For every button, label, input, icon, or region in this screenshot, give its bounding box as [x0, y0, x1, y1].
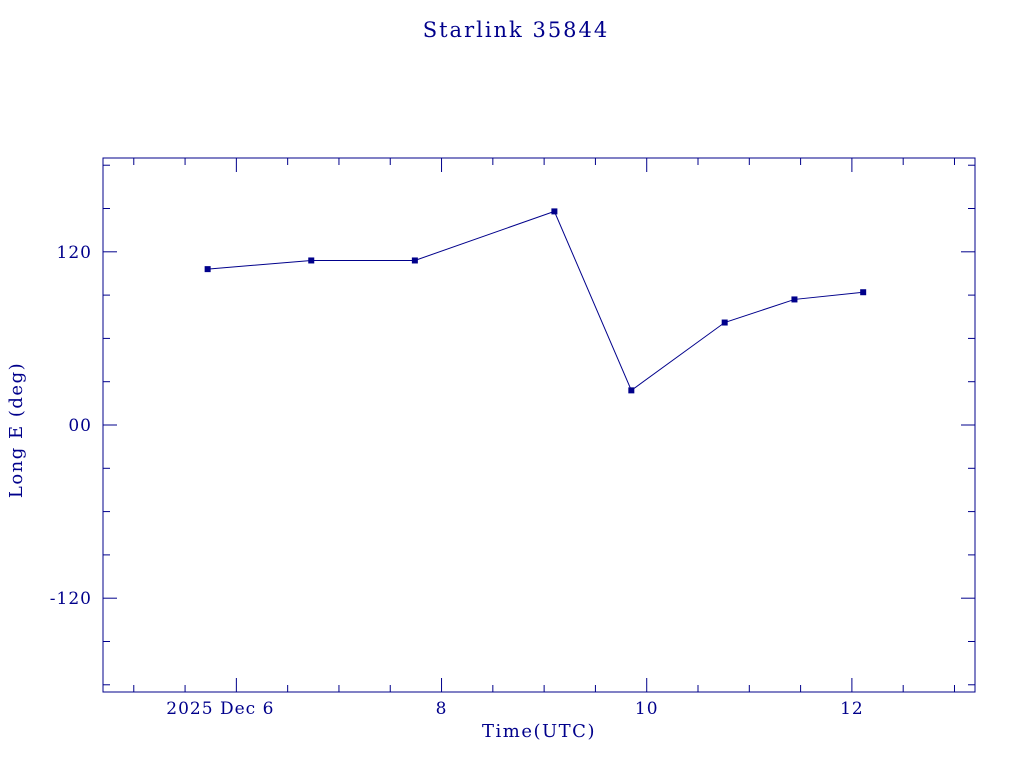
y-axis-label: Long E (deg) [6, 362, 27, 498]
data-line [207, 210, 864, 392]
plot-frame [102, 157, 976, 693]
data-point-marker [308, 257, 315, 264]
y-tick-label: 00 [68, 416, 92, 436]
data-point-marker [721, 319, 728, 326]
x-axis-label: Time(UTC) [482, 721, 596, 742]
data-point-marker [411, 257, 418, 264]
y-tick-label: -120 [50, 589, 92, 609]
data-point-marker [204, 266, 211, 273]
data-point-marker [628, 387, 635, 394]
data-point-marker [791, 296, 798, 303]
y-tick-label: 120 [57, 243, 92, 263]
chart-title: Starlink 35844 [423, 18, 610, 42]
x-tick-label: 12 [840, 699, 864, 719]
x-tick-label: 10 [635, 699, 659, 719]
data-point-marker [551, 208, 558, 215]
x-tick-label: 2025 Dec 6 [166, 699, 274, 719]
x-tick-label: 8 [436, 699, 448, 719]
data-point-marker [860, 289, 867, 296]
